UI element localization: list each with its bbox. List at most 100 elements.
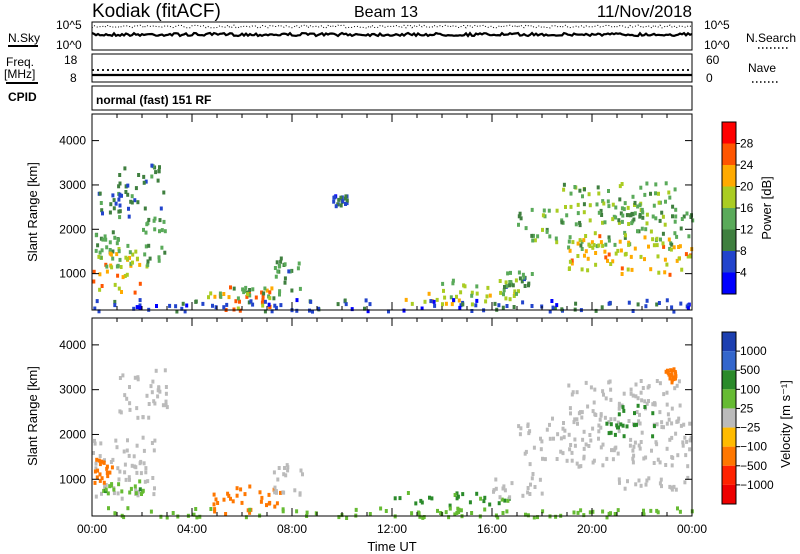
range-cell	[483, 495, 487, 500]
range-cell	[651, 434, 655, 439]
range-cell	[117, 477, 121, 482]
range-cell	[114, 438, 118, 443]
range-cell	[601, 220, 604, 225]
range-cell	[112, 198, 116, 203]
range-cell	[295, 509, 299, 514]
range-cell	[672, 367, 676, 372]
range-cell	[332, 195, 336, 200]
range-cell	[146, 259, 150, 264]
range-cell	[572, 510, 576, 515]
range-cell	[273, 490, 277, 495]
velocity-cbar-tick-label: 100	[740, 382, 760, 396]
range-cell	[575, 417, 579, 422]
range-cell	[601, 243, 605, 248]
range-cell	[113, 235, 117, 240]
range-cell	[138, 479, 142, 484]
range-cell	[670, 435, 674, 440]
velocity-cbar-swatch	[722, 351, 736, 371]
range-cell	[497, 501, 501, 506]
range-cell	[530, 233, 534, 238]
range-cell	[123, 462, 127, 467]
range-cell	[117, 209, 121, 214]
range-cell	[619, 248, 623, 253]
range-cell	[265, 288, 269, 293]
range-cell	[665, 298, 669, 303]
range-cell	[106, 491, 110, 496]
range-cell	[93, 480, 97, 485]
range-cell	[594, 262, 598, 267]
velocity-cbar-swatch	[722, 408, 736, 428]
range-cell	[222, 292, 226, 296]
range-cell	[664, 463, 668, 467]
range-cell	[244, 285, 248, 290]
range-cell	[144, 466, 148, 471]
range-cell	[130, 463, 134, 468]
range-cell	[160, 245, 164, 250]
power-cbar-tick-label: 8	[740, 244, 747, 258]
range-cell	[163, 368, 167, 373]
range-cell	[636, 229, 639, 234]
range-cell	[475, 491, 479, 496]
velocity-cbar-swatch	[722, 427, 736, 447]
range-cell	[622, 434, 626, 439]
range-cell	[93, 306, 97, 311]
range-cell	[665, 402, 669, 407]
range-cell	[672, 484, 676, 489]
range-cell	[670, 406, 674, 411]
range-cell	[595, 244, 599, 249]
range-cell	[284, 473, 288, 478]
range-cell	[144, 230, 148, 235]
range-cell	[664, 199, 667, 204]
range-cell	[526, 490, 530, 495]
range-cell	[661, 231, 665, 236]
range-cell	[517, 424, 521, 429]
range-cell	[635, 422, 638, 427]
range-cell	[676, 419, 680, 424]
range-cell	[283, 280, 287, 285]
range-cell	[350, 307, 354, 312]
range-cell	[545, 229, 549, 234]
range-cell	[526, 422, 530, 427]
range-cell	[117, 247, 121, 251]
range-cell	[508, 495, 512, 500]
range-cell	[93, 441, 97, 446]
range-cell	[569, 443, 573, 447]
range-cell	[129, 486, 133, 491]
range-cell	[644, 304, 648, 309]
range-cell	[691, 218, 695, 223]
range-cell	[486, 285, 490, 290]
range-cell	[643, 192, 647, 197]
range-cell	[95, 299, 99, 304]
range-cell	[571, 390, 575, 395]
range-cell	[153, 216, 157, 221]
range-cell	[636, 302, 640, 307]
range-cell	[600, 305, 604, 310]
range-cell	[120, 290, 123, 294]
range-cell	[505, 509, 509, 514]
velocity-cbar-tick-label: −1000	[740, 478, 774, 492]
range-cell	[674, 371, 678, 376]
range-cell	[548, 234, 552, 239]
range-cell	[582, 429, 586, 434]
range-cell	[423, 299, 427, 304]
range-cell	[592, 243, 596, 247]
range-cell	[638, 412, 641, 417]
range-cell	[123, 470, 127, 475]
range-cell	[124, 190, 128, 194]
range-cell	[153, 486, 156, 491]
range-cell	[603, 220, 607, 225]
range-cell	[398, 496, 402, 501]
power-cbar-tick-label: 12	[740, 223, 754, 237]
range-cell	[127, 206, 130, 211]
range-cell	[521, 272, 525, 277]
range-cell	[652, 203, 656, 208]
range-cell	[581, 437, 585, 442]
range-cell	[138, 305, 142, 310]
range-cell	[136, 256, 139, 261]
range-cell	[209, 291, 213, 296]
range-cell	[629, 254, 633, 259]
range-cell	[94, 233, 98, 238]
range-cell	[98, 272, 102, 277]
velocity-ytick-label: 3000	[59, 383, 86, 397]
